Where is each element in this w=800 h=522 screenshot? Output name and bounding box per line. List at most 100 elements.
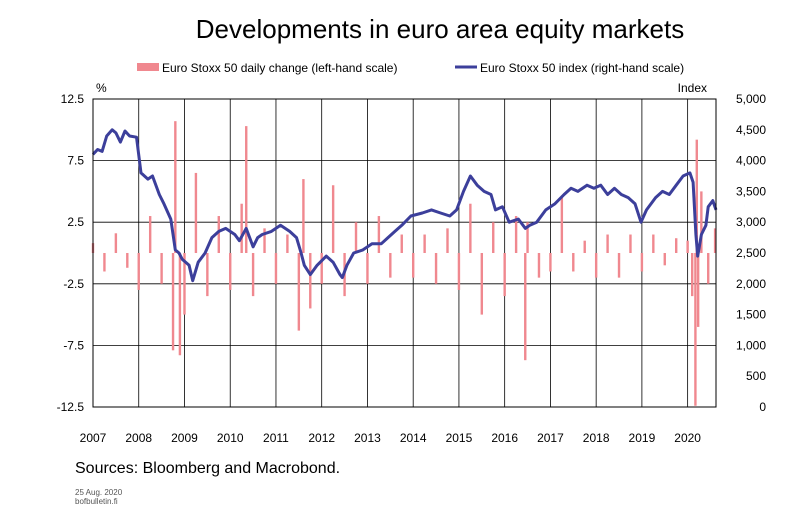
daily-change-bar — [148, 216, 152, 253]
x-tick-label: 2011 — [263, 431, 289, 445]
daily-change-bar — [263, 228, 266, 253]
daily-change-bar — [434, 253, 438, 284]
daily-change-bar — [331, 185, 335, 253]
daily-change-bar — [389, 253, 392, 278]
right-tick-label: 3,000 — [736, 215, 766, 229]
daily-change-bar — [240, 203, 243, 253]
x-tick-label: 2008 — [125, 431, 152, 445]
daily-change-bar — [629, 234, 632, 253]
daily-change-bar — [503, 253, 506, 297]
right-tick-label: 2,500 — [736, 246, 766, 260]
left-axis: 12.5 7.5 2.5 -2.5 -7.5 -12.5 — [57, 92, 85, 414]
x-tick-label: 2017 — [537, 431, 564, 445]
right-tick-label: 4,500 — [736, 123, 766, 137]
chart-title: Developments in euro area equity markets — [195, 14, 685, 44]
daily-change-bar — [446, 228, 449, 253]
left-tick-label: 12.5 — [61, 92, 85, 106]
daily-change-bar — [245, 126, 248, 253]
left-tick-label: -2.5 — [63, 277, 84, 291]
daily-change-bar — [411, 253, 415, 278]
daily-change-bar — [229, 253, 232, 290]
right-tick-label: 4,000 — [736, 154, 766, 168]
right-tick-label: 500 — [746, 369, 766, 383]
right-tick-label: 5,000 — [736, 92, 766, 106]
index-line — [91, 128, 718, 283]
x-tick-label: 2014 — [400, 431, 427, 445]
daily-change-bar — [457, 253, 461, 290]
daily-change-bar — [178, 253, 182, 356]
daily-change-bar — [286, 234, 289, 253]
daily-change-bar — [583, 240, 586, 253]
daily-change-bar — [526, 222, 529, 253]
daily-change-bar — [309, 253, 312, 309]
daily-change-bar — [377, 216, 381, 253]
legend-label-daily-change: Euro Stoxx 50 daily change (left-hand sc… — [162, 61, 397, 75]
daily-change-bar — [524, 253, 527, 361]
legend-label-index: Euro Stoxx 50 index (right-hand scale) — [480, 61, 684, 75]
daily-change-bar — [696, 253, 700, 327]
legend: Euro Stoxx 50 daily change (left-hand sc… — [137, 61, 684, 75]
x-tick-label: 2007 — [80, 431, 107, 445]
daily-change-bar — [572, 253, 575, 272]
x-tick-label: 2019 — [629, 431, 656, 445]
right-tick-label: 3,500 — [736, 184, 766, 198]
right-tick-label: 0 — [759, 400, 766, 414]
daily-change-bar — [492, 222, 495, 253]
daily-change-bar — [274, 253, 278, 284]
x-tick-label: 2010 — [217, 431, 244, 445]
legend-swatch-daily-change — [137, 63, 159, 71]
daily-change-bar — [617, 253, 621, 278]
daily-change-bar — [480, 253, 484, 315]
daily-change-bar — [695, 139, 698, 253]
site-url: bofbulletin.fi — [75, 497, 118, 506]
daily-change-bar — [652, 234, 655, 253]
daily-change-bar — [126, 253, 129, 268]
daily-change-bar — [594, 253, 598, 278]
daily-change-bar — [354, 222, 358, 253]
daily-change-bar — [469, 203, 472, 253]
daily-change-bar — [700, 191, 703, 253]
right-tick-label: 1,500 — [736, 308, 766, 322]
daily-change-bar — [560, 197, 564, 253]
daily-change-bar — [691, 253, 694, 297]
daily-change-bar — [194, 172, 198, 253]
plot-frame — [92, 98, 717, 408]
daily-change-bar — [686, 240, 689, 253]
grid — [92, 98, 716, 408]
left-tick-label: -7.5 — [63, 338, 84, 352]
daily-change-bar — [514, 216, 518, 253]
daily-change-bar — [675, 238, 678, 253]
x-tick-label: 2020 — [674, 431, 701, 445]
sources-note: Sources: Bloomberg and Macrobond. — [75, 460, 341, 477]
x-tick-label: 2012 — [308, 431, 335, 445]
index-line-layer — [91, 128, 718, 283]
daily-change-bar — [114, 233, 118, 253]
daily-change-bar — [160, 253, 163, 284]
x-tick-label: 2015 — [446, 431, 473, 445]
daily-change-bar — [663, 253, 666, 266]
publication-date: 25 Aug. 2020 — [75, 488, 123, 497]
daily-change-bar — [137, 253, 140, 290]
left-tick-label: -12.5 — [57, 400, 85, 414]
right-axis-unit: Index — [678, 81, 707, 95]
daily-change-bars — [91, 121, 717, 406]
daily-change-bar — [302, 179, 305, 253]
x-tick-label: 2018 — [583, 431, 610, 445]
daily-change-bar — [549, 253, 552, 272]
daily-change-bar — [606, 234, 609, 253]
daily-change-bar — [217, 216, 220, 253]
left-tick-label: 7.5 — [67, 154, 84, 168]
daily-change-bar — [171, 253, 175, 351]
right-tick-label: 2,000 — [736, 277, 766, 291]
daily-change-bar — [694, 253, 697, 406]
right-axis: 5,000 4,500 4,000 3,500 3,000 2,500 2,000 1,500… — [736, 92, 766, 414]
daily-change-bar — [206, 253, 209, 297]
daily-change-bar — [366, 253, 369, 284]
daily-change-bar — [297, 253, 301, 331]
x-axis: 2007 2008 2009 2010 2011 2012 2013 2014 2015 2016… — [80, 431, 702, 445]
daily-change-bar — [423, 234, 426, 253]
daily-change-bar — [707, 253, 710, 284]
daily-change-bar — [640, 253, 644, 272]
right-tick-label: 1,000 — [736, 338, 766, 352]
